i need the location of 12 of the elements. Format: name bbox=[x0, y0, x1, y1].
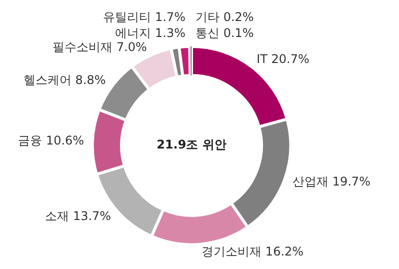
slice-label: 헬스케어 8.8% bbox=[23, 72, 106, 87]
slice-label: IT 20.7% bbox=[256, 52, 310, 66]
slice-label: 경기소비재 16.2% bbox=[202, 244, 304, 259]
text: 21.9조 위안 bbox=[156, 138, 226, 152]
slice-label: 기타 0.2% bbox=[196, 10, 254, 24]
slice-label: 산업재 19.7% bbox=[292, 174, 370, 188]
slice-label: 통신 0.1% bbox=[196, 26, 254, 40]
slice-label: 에너지 1.3% bbox=[115, 26, 186, 40]
slice-label: 유틸리티 1.7% bbox=[103, 10, 186, 24]
slice-label: 금융 10.6% bbox=[18, 134, 84, 148]
slice-label: 소재 13.7% bbox=[45, 208, 112, 223]
slice-label: 필수소비재 7.0% bbox=[52, 40, 147, 54]
